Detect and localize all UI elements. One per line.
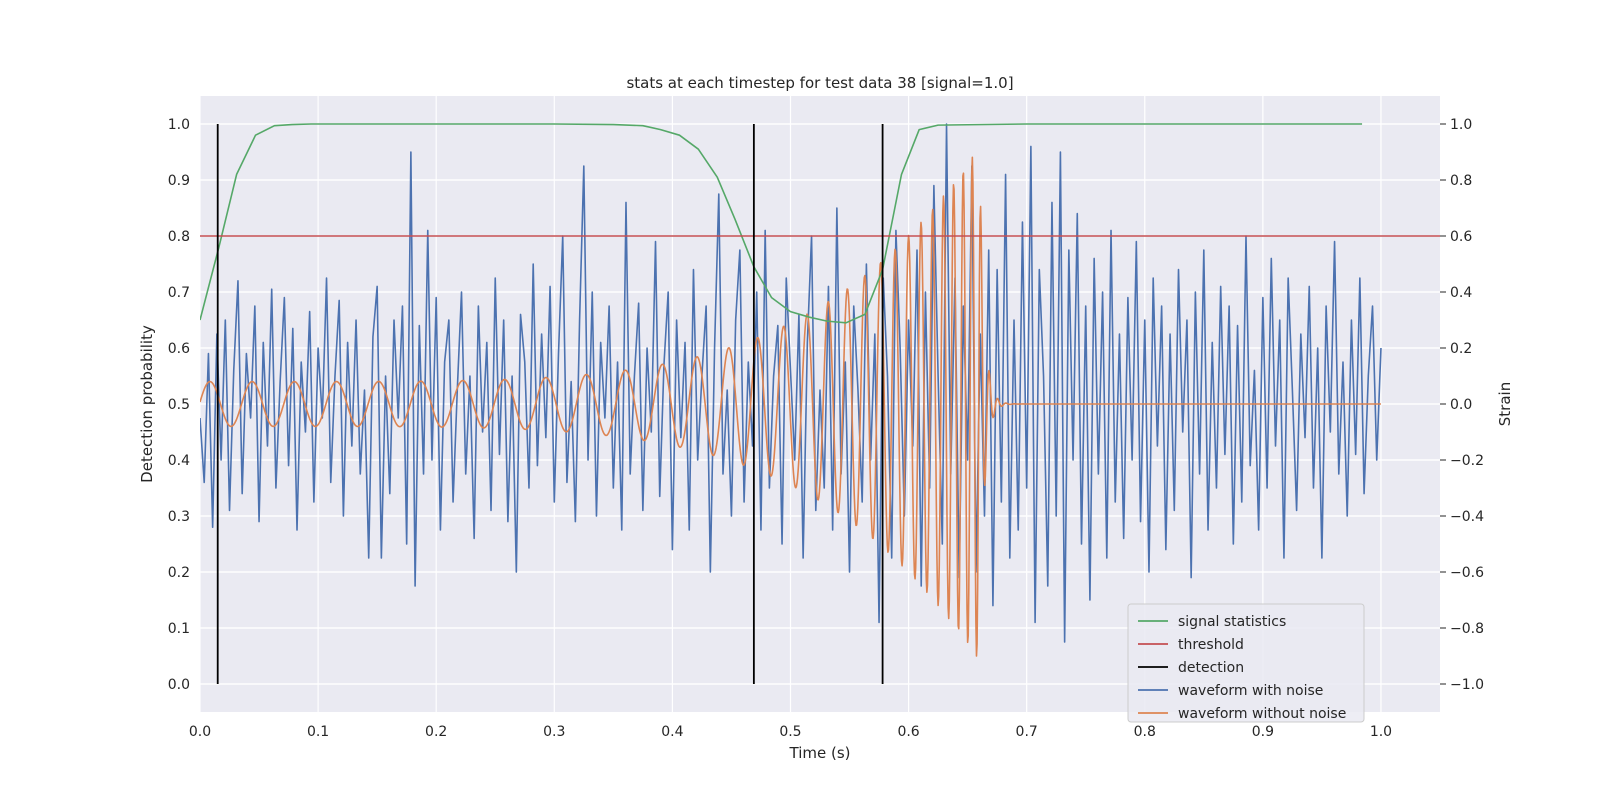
legend-entry: waveform with noise [1178,683,1323,699]
legend: signal statistics threshold detection wavef… [1127,603,1365,723]
y-axis-label: Detection probability [138,325,156,483]
x-tick-label: 0.9 [1252,724,1274,740]
series-signal-statistics [200,123,1363,324]
y2-tick-label: −0.6 [1450,565,1484,581]
y2-tick-label: 0.4 [1450,285,1472,301]
y-tick-label: 0.7 [168,285,190,301]
y2-tick-label: 0.0 [1450,397,1472,413]
x-tick-label: 0.5 [779,724,801,740]
y-tick-label: 0.4 [168,453,190,469]
x-tick-label: 1.0 [1370,724,1392,740]
y2-tick-label: 0.8 [1450,173,1472,189]
y2-tick-label: 0.2 [1450,341,1472,357]
series-waveform-with-noise [200,123,1382,643]
y-tick-label: 0.2 [168,565,190,581]
x-tick-label: 0.1 [307,724,329,740]
y2-tick-label: 0.6 [1450,229,1472,245]
x-tick-label: 0.0 [189,724,211,740]
y2-tick-label: −0.8 [1450,621,1484,637]
legend-entry: detection [1178,660,1244,676]
y-tick-label: 0.1 [168,621,190,637]
y-tick-label: 1.0 [168,117,190,133]
legend-entry: signal statistics [1178,614,1286,630]
y2-tick-label: 1.0 [1450,117,1472,133]
x-tick-label: 0.2 [425,724,447,740]
y-tick-label: 0.6 [168,341,190,357]
x-tick-label: 0.7 [1016,724,1038,740]
x-tick-label: 0.3 [543,724,565,740]
x-tick-label: 0.8 [1134,724,1156,740]
y-tick-label: 0.8 [168,229,190,245]
series-layer [200,123,1440,684]
y2-tick-label: −0.4 [1450,509,1484,525]
series-waveform-without-noise [200,156,1382,657]
y-tick-label: 0.3 [168,509,190,525]
x-tick-label: 0.6 [897,724,919,740]
legend-entry: waveform without noise [1178,706,1346,722]
legend-entry: threshold [1178,637,1244,653]
axes: 0.0 0.1 0.2 0.3 0.4 0.5 0.6 0.7 0.8 0.9 1.0 0.0 0.1 0… [168,117,1484,740]
y-tick-label: 0.0 [168,677,190,693]
y-tick-label: 0.5 [168,397,190,413]
y2-tick-label: −1.0 [1450,677,1484,693]
chart-title: stats at each timestep for test data 38 … [626,74,1013,92]
y2-axis-label: Strain [1496,382,1514,426]
x-tick-label: 0.4 [661,724,683,740]
y2-tick-label: −0.2 [1450,453,1484,469]
y-tick-label: 0.9 [168,173,190,189]
x-axis-label: Time (s) [789,744,851,762]
legend-box [1127,603,1365,723]
